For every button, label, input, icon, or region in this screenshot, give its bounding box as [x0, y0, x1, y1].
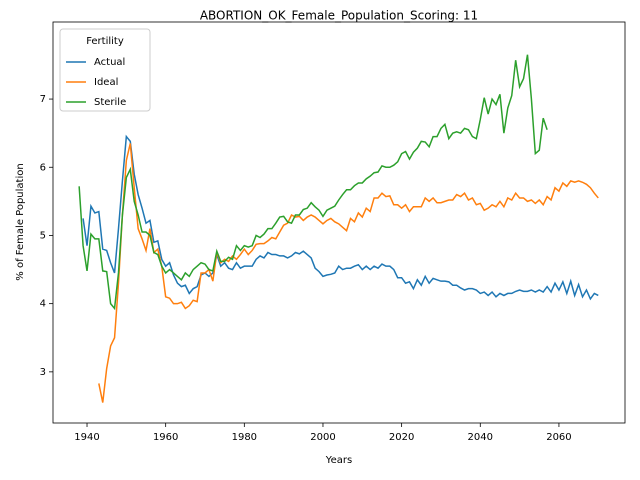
legend-box — [59, 28, 151, 112]
y-tick-label: 6 — [40, 162, 46, 173]
x-tick-label: 2020 — [389, 432, 414, 443]
y-tick-label: 5 — [40, 230, 46, 241]
x-tick-label: 2060 — [546, 432, 571, 443]
x-tick-label: 2000 — [310, 432, 335, 443]
x-axis-label: Years — [325, 455, 352, 466]
legend-label: Actual — [94, 57, 125, 68]
chart-title: ABORTION_OK_Female_Population_Scoring: 1… — [200, 9, 478, 23]
x-tick-label: 2040 — [468, 432, 493, 443]
legend-label: Sterile — [94, 97, 126, 108]
legend-label: Ideal — [94, 77, 118, 88]
y-tick-label: 4 — [40, 299, 46, 310]
legend-title: Fertility — [86, 36, 124, 47]
y-tick-label: 7 — [40, 94, 46, 105]
y-tick-label: 3 — [40, 367, 46, 378]
plot-frame — [52, 21, 626, 424]
series-line — [82, 134, 599, 301]
x-tick-label: 1980 — [232, 432, 257, 443]
series-line — [78, 54, 548, 311]
x-tick-label: 1960 — [153, 432, 178, 443]
x-tick-label: 1940 — [74, 432, 99, 443]
series-line — [98, 143, 599, 403]
y-axis-label: % of Female Population — [15, 163, 26, 280]
